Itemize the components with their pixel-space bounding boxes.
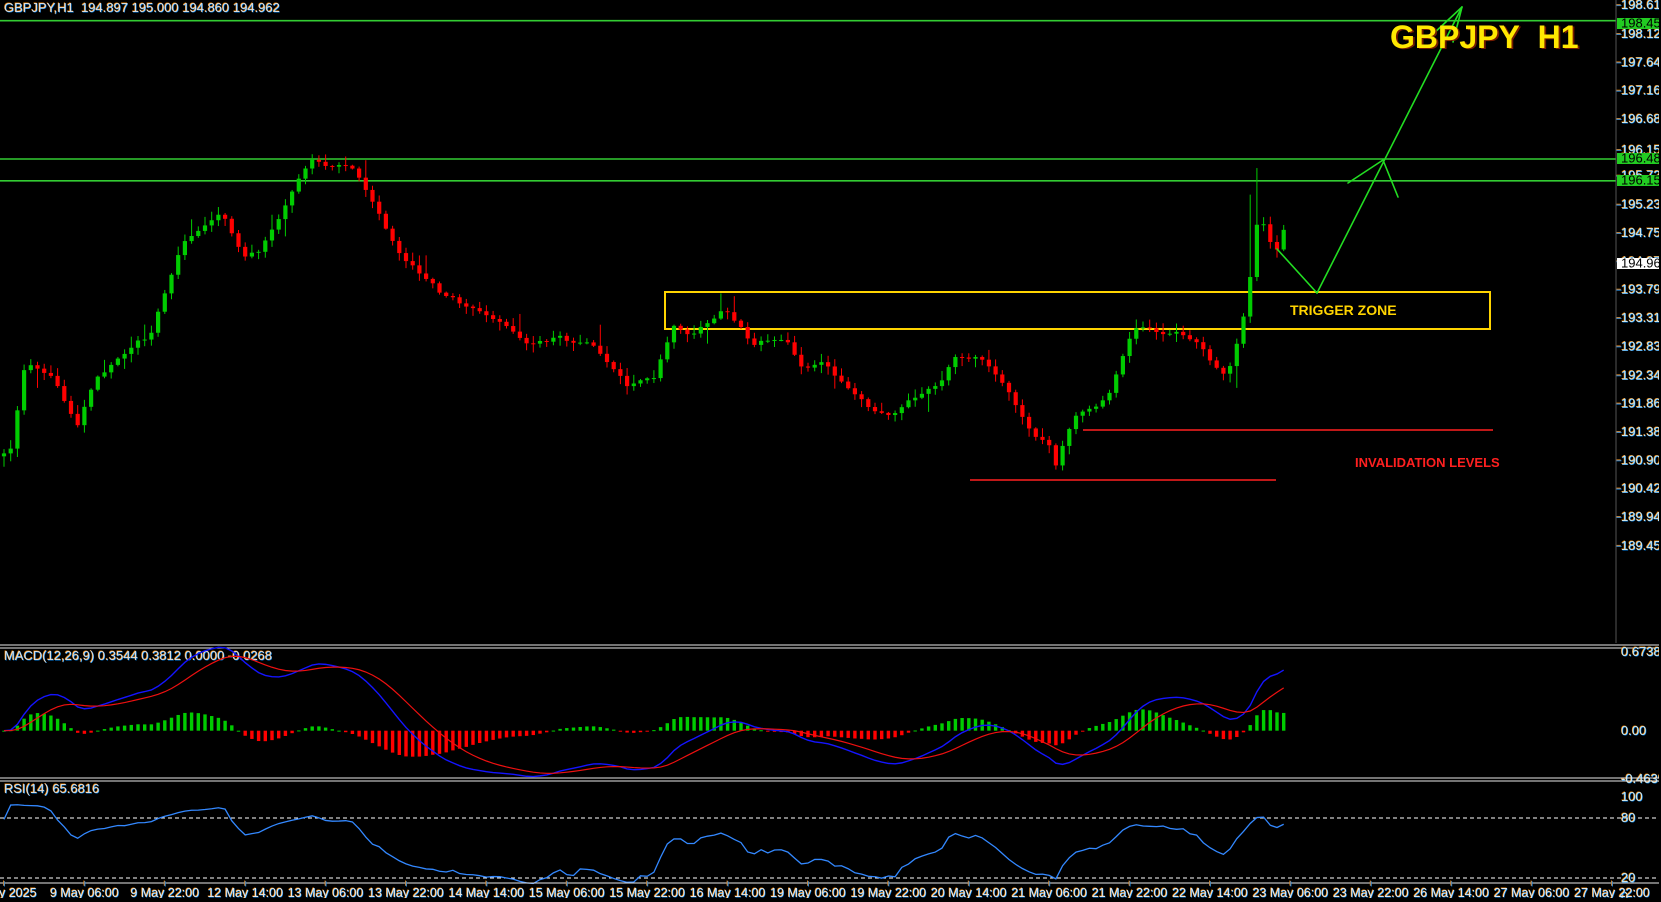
svg-text:192.830: 192.830 [1621,338,1661,353]
svg-text:26 May 14:00: 26 May 14:00 [1413,886,1489,900]
svg-text:195.230: 195.230 [1621,197,1661,212]
svg-text:23 May 22:00: 23 May 22:00 [1333,886,1409,900]
svg-text:22 May 14:00: 22 May 14:00 [1172,886,1248,900]
svg-text:190.420: 190.420 [1621,481,1661,496]
svg-text:189.940: 189.940 [1621,509,1661,524]
svg-text:MACD(12,26,9) 0.3544 0.3812 0.: MACD(12,26,9) 0.3544 0.3812 0.0000 -0.02… [4,648,272,663]
svg-text:193.790: 193.790 [1621,282,1661,297]
svg-text:15 May 06:00: 15 May 06:00 [529,886,605,900]
svg-text:16 May 14:00: 16 May 14:00 [690,886,766,900]
svg-text:189.450: 189.450 [1621,538,1661,553]
svg-text:191.860: 191.860 [1621,396,1661,411]
svg-text:20 May 14:00: 20 May 14:00 [931,886,1007,900]
svg-text:196.155: 196.155 [1621,172,1661,187]
svg-text:21 May 22:00: 21 May 22:00 [1092,886,1168,900]
svg-text:194.962: 194.962 [1621,255,1661,270]
svg-text:191.380: 191.380 [1621,424,1661,439]
svg-text:13 May 22:00: 13 May 22:00 [368,886,444,900]
svg-text:14 May 14:00: 14 May 14:00 [449,886,525,900]
svg-text:23 May 06:00: 23 May 06:00 [1253,886,1329,900]
svg-text:GBPJPY H1: GBPJPY H1 [1390,19,1579,55]
svg-text:27 May 06:00: 27 May 06:00 [1494,886,1570,900]
svg-text:198.610: 198.610 [1621,0,1661,12]
svg-text:12 May 14:00: 12 May 14:00 [207,886,283,900]
svg-text:8 May 2025: 8 May 2025 [0,886,37,900]
svg-text:13 May 06:00: 13 May 06:00 [288,886,364,900]
svg-text:9 May 06:00: 9 May 06:00 [50,886,119,900]
svg-text:15 May 22:00: 15 May 22:00 [609,886,685,900]
svg-text:196.680: 196.680 [1621,111,1661,126]
svg-text:RSI(14) 65.6816: RSI(14) 65.6816 [4,781,99,796]
svg-text:0.6738: 0.6738 [1621,644,1661,659]
svg-text:197.160: 197.160 [1621,83,1661,98]
svg-text:TRIGGER ZONE: TRIGGER ZONE [1290,302,1397,318]
svg-text:GBPJPY,H1 194.897 195.000 194: GBPJPY,H1 194.897 195.000 194.860 194.96… [4,0,280,15]
svg-text:INVALIDATION LEVELS: INVALIDATION LEVELS [1355,455,1500,470]
svg-text:0.00: 0.00 [1621,723,1646,738]
svg-text:192.340: 192.340 [1621,367,1661,382]
svg-text:190.900: 190.900 [1621,452,1661,467]
svg-text:9 May 22:00: 9 May 22:00 [130,886,199,900]
svg-text:21 May 06:00: 21 May 06:00 [1011,886,1087,900]
svg-text:194.750: 194.750 [1621,225,1661,240]
svg-text:193.310: 193.310 [1621,310,1661,325]
svg-text:20: 20 [1621,870,1635,885]
svg-text:198.451: 198.451 [1621,15,1661,30]
svg-text:100: 100 [1621,789,1643,804]
svg-text:197.640: 197.640 [1621,54,1661,69]
svg-text:80: 80 [1621,810,1635,825]
svg-text:196.483: 196.483 [1621,150,1661,165]
svg-text:19 May 06:00: 19 May 06:00 [770,886,846,900]
svg-text:27 May 22:00: 27 May 22:00 [1574,886,1650,900]
svg-text:19 May 22:00: 19 May 22:00 [851,886,927,900]
